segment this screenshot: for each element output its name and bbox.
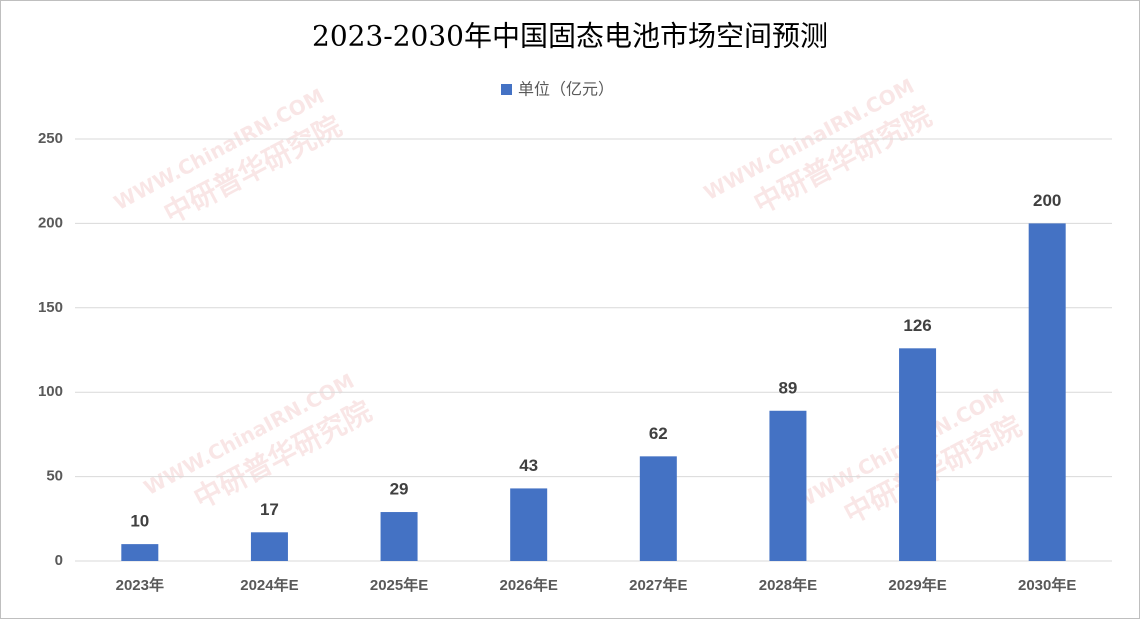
value-label: 200 [1033,191,1061,210]
y-tick-label: 50 [46,468,63,485]
y-tick-label: 100 [38,383,63,400]
y-tick-label: 250 [38,130,63,147]
bar [639,456,677,561]
bar [769,410,807,561]
value-label: 29 [390,480,409,499]
x-tick-label: 2028年E [759,576,817,594]
legend-swatch [501,84,512,95]
y-tick-label: 150 [38,299,63,316]
bar [899,348,937,561]
legend-label: 单位（亿元） [518,80,614,99]
bar [1028,223,1066,561]
value-label: 43 [519,456,538,475]
bar [510,488,548,561]
value-label: 10 [130,512,149,531]
y-tick-label: 0 [55,552,63,569]
value-label: 17 [260,500,279,519]
value-label: 126 [903,316,931,335]
bar [121,544,159,561]
x-tick-label: 2029年E [888,576,946,594]
value-label: 89 [778,378,797,397]
x-tick-label: 2026年E [500,576,558,594]
x-tick-label: 2030年E [1018,576,1076,594]
x-tick-label: 2023年 [116,576,164,594]
value-label: 62 [649,424,668,443]
y-tick-label: 200 [38,214,63,231]
x-tick-label: 2025年E [370,576,428,594]
x-tick-label: 2024年E [240,576,298,594]
x-tick-label: 2027年E [629,576,687,594]
bar [380,512,418,561]
bar [250,532,288,561]
chart-title: 2023-2030年中国固态电池市场空间预测 [312,20,828,53]
